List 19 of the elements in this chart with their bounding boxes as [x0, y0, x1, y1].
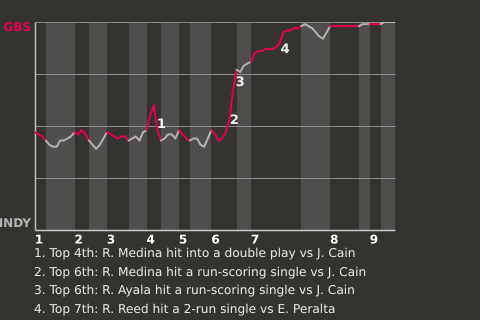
text: 1. Top 4th: R. Medina hit into a double play vs J. Cain [34, 245, 356, 262]
text: 4. Top 7th: R. Reed hit a 2-run single vs E. Peralta [34, 300, 336, 318]
x-tick-label: 1 [34, 232, 44, 246]
annotation: 3 [236, 74, 245, 90]
x-tick-label: 7 [250, 232, 260, 246]
x-tick-label: 8 [330, 232, 338, 246]
annotation: 2 [230, 112, 239, 128]
x-tick-label: 3 [106, 232, 116, 246]
annotation: 1 [156, 117, 166, 132]
text: INDY [0, 216, 32, 230]
x-tick-label: 9 [370, 232, 378, 246]
text: GBS [3, 20, 31, 34]
x-tick-label: 2 [74, 232, 83, 246]
x-tick-label: 6 [211, 232, 220, 246]
text: 2. Top 6th: R. Medina hit a run-scoring single vs J. Cain [34, 264, 366, 280]
x-tick-label: 4 [146, 232, 155, 246]
x-tick-label: 5 [178, 232, 188, 246]
text: 3. Top 6th: R. Ayala hit a run-scoring single vs J. Cain [34, 282, 356, 299]
annotation: 4 [280, 42, 290, 57]
